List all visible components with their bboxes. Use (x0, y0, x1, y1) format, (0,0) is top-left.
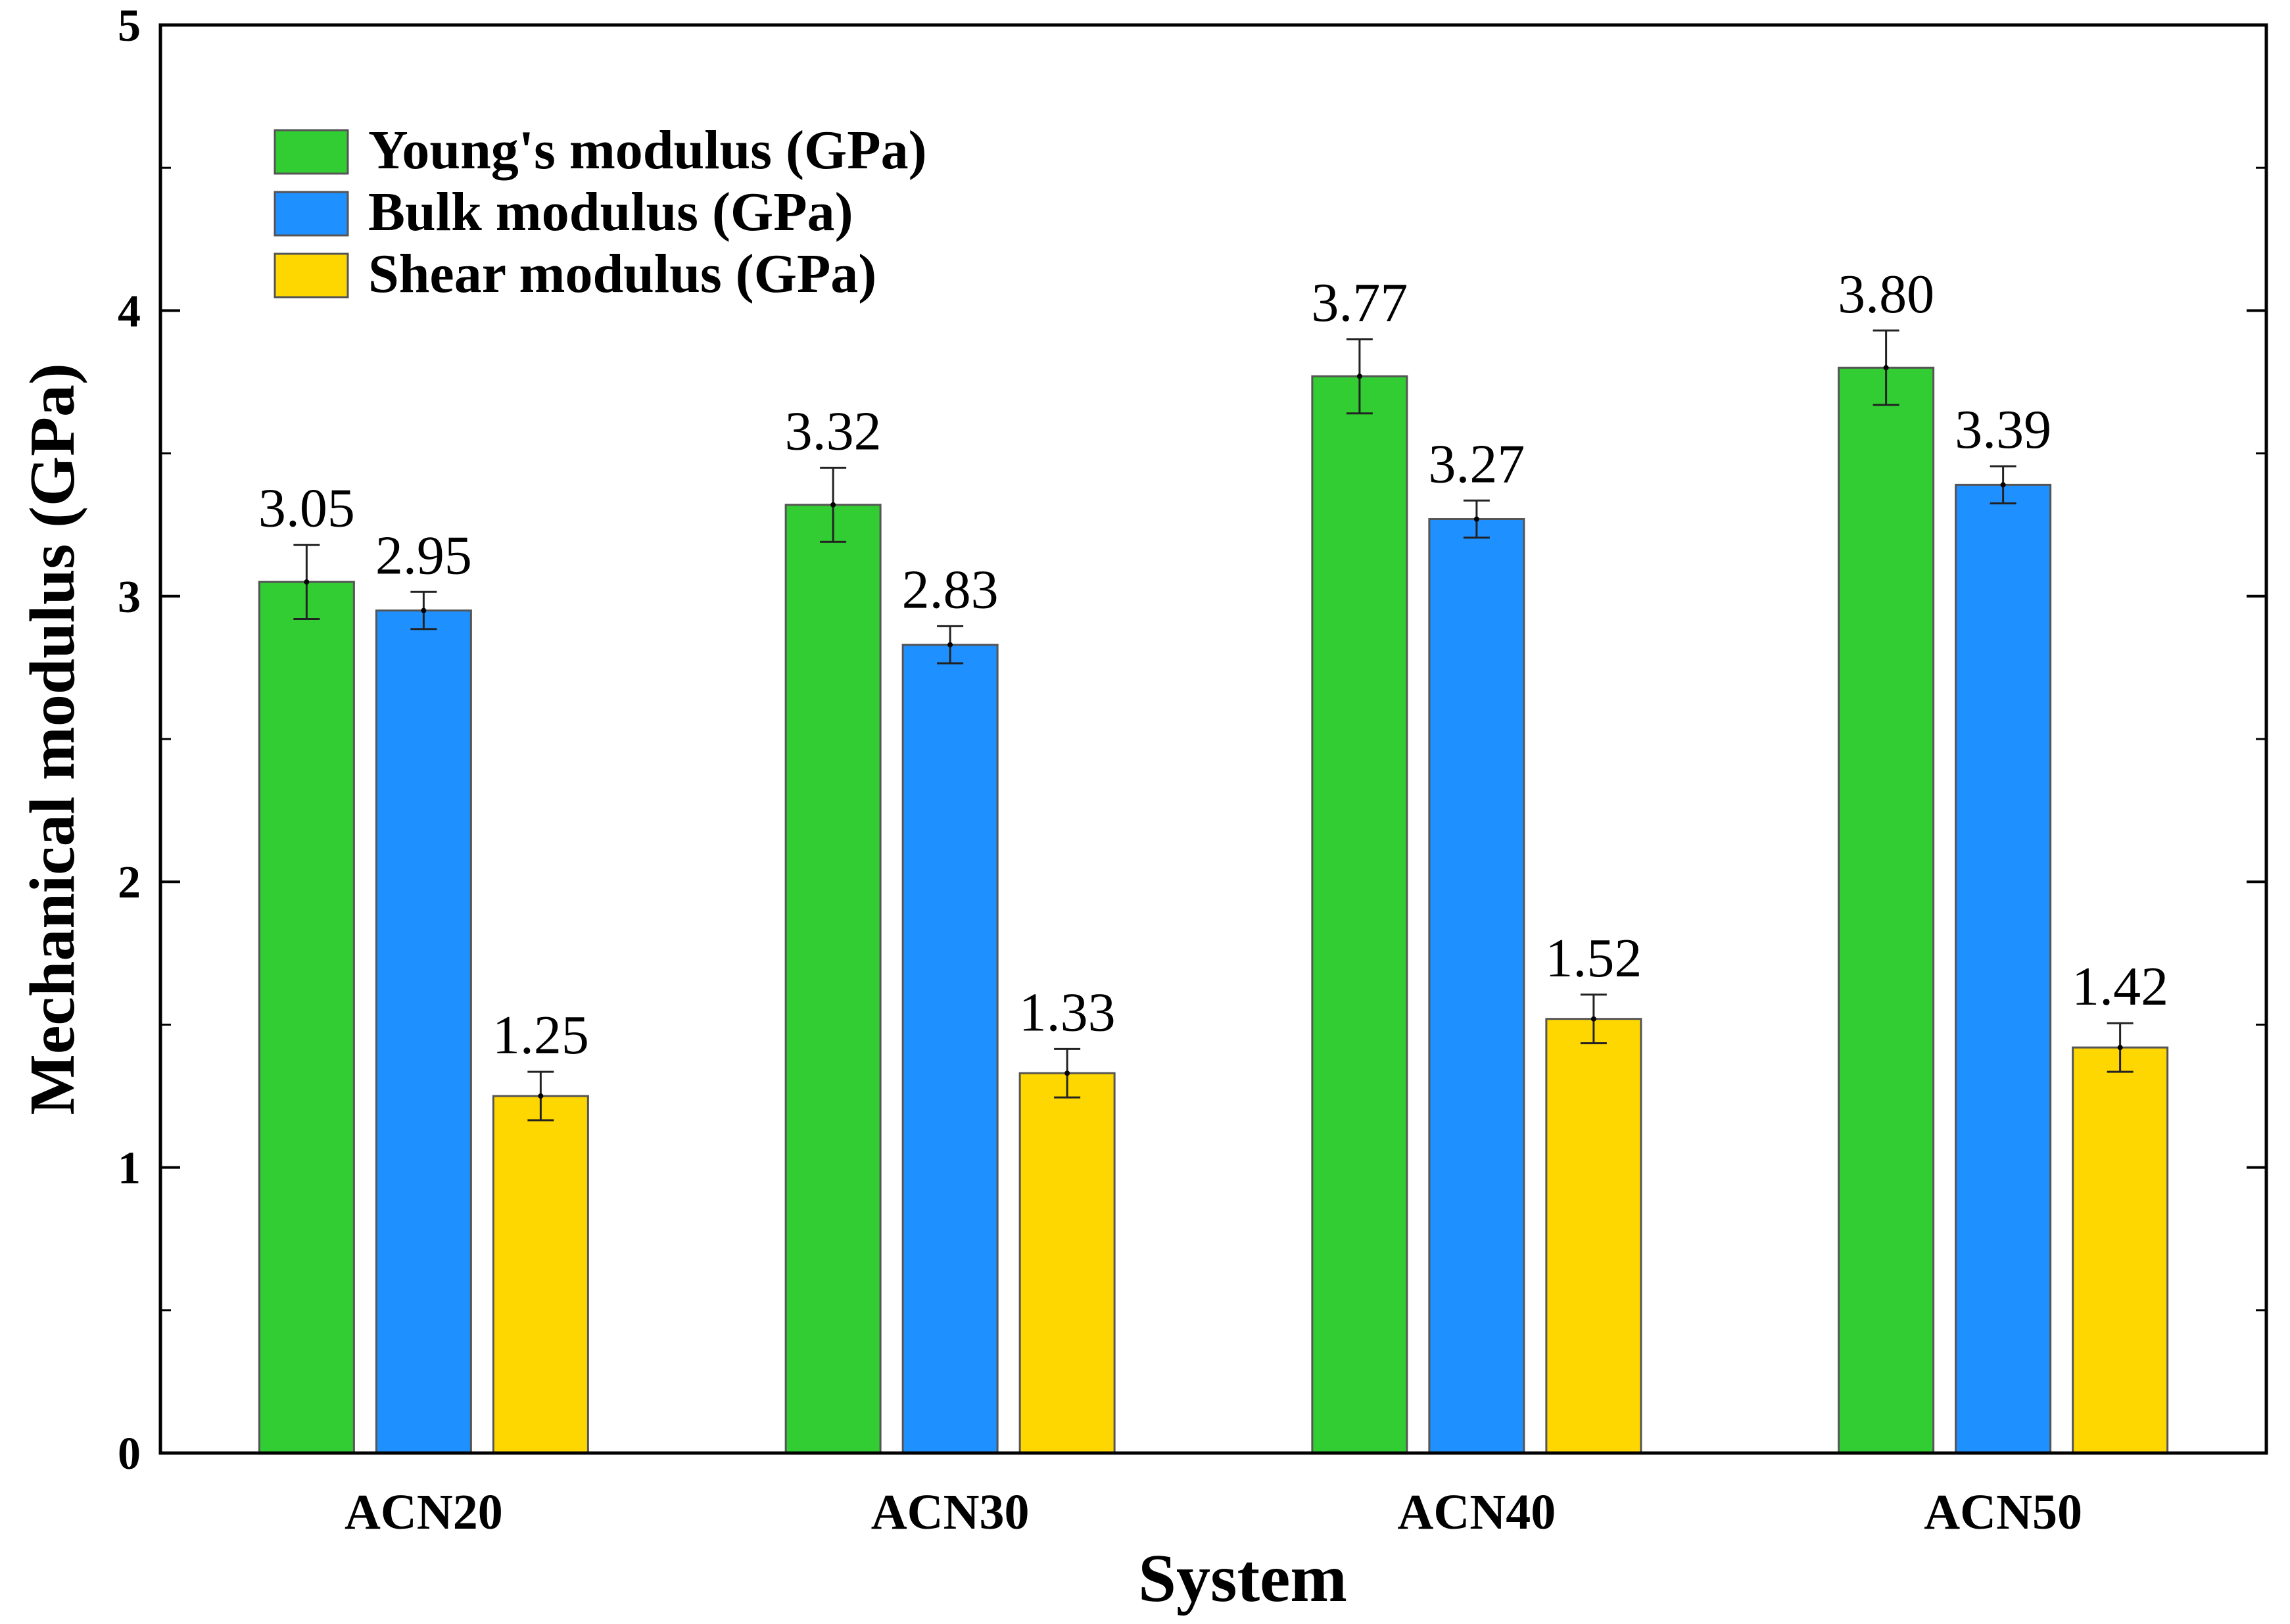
data-label: 1.42 (2072, 956, 2168, 1017)
data-point (947, 642, 953, 648)
bar (1428, 518, 1525, 1454)
bar (1311, 375, 1408, 1454)
data-label: 2.83 (902, 559, 999, 620)
legend-label: Shear modulus (GPa) (368, 243, 876, 304)
legend: Young's modulus (GPa)Bulk modulus (GPa)S… (274, 120, 927, 304)
bar (901, 644, 999, 1454)
legend-label: Bulk modulus (GPa) (368, 181, 853, 243)
axes-layer: 0 1 2 3 4 5 ACN20 ACN30 ACN40 ACN50 (118, 1, 2266, 1540)
y-tick-label: 1 (118, 1143, 141, 1194)
legend-label: Young's modulus (GPa) (368, 120, 927, 181)
data-label: 3.80 (1838, 264, 1934, 325)
bar (375, 609, 472, 1454)
data-label: 3.32 (785, 400, 882, 462)
data-label: 1.33 (1019, 982, 1116, 1043)
data-label: 1.25 (492, 1005, 589, 1066)
data-point (2117, 1045, 2123, 1051)
legend-swatch (274, 191, 349, 237)
bar (492, 1095, 589, 1454)
data-point (1356, 373, 1362, 379)
y-tick-label: 0 (118, 1429, 141, 1479)
bar (1018, 1072, 1116, 1454)
data-label: 3.27 (1428, 433, 1525, 494)
legend-swatch (274, 129, 349, 175)
data-point (1883, 365, 1889, 371)
bar (1955, 483, 2052, 1454)
y-tick-label: 3 (118, 572, 141, 623)
x-tick-label: ACN30 (871, 1485, 1030, 1540)
x-axis-title: System (1138, 1540, 1347, 1616)
y-tick-label: 4 (118, 286, 141, 337)
data-point (421, 608, 427, 613)
legend-swatch (274, 252, 349, 299)
y-axis-title: Mechanical modulus (GPa) (17, 363, 88, 1114)
data-point (538, 1093, 544, 1099)
data-point (830, 502, 836, 508)
x-tick-label: ACN40 (1398, 1485, 1556, 1540)
data-label: 3.05 (258, 478, 355, 539)
data-label: 2.95 (375, 525, 472, 586)
bars-layer: 3.05 3.32 3.77 3.80 2.95 2.83 3.27 3.39 1.25 1.33… (258, 264, 2169, 1454)
data-label: 3.39 (1955, 399, 2051, 460)
data-label: 3.77 (1311, 272, 1408, 333)
bar (1545, 1018, 1642, 1454)
x-tick-label: ACN50 (1924, 1485, 2082, 1540)
y-tick-label: 2 (118, 857, 141, 908)
bar (1838, 366, 1935, 1454)
data-point (1590, 1016, 1596, 1022)
data-point (304, 579, 310, 585)
data-point (2000, 482, 2006, 488)
data-point (1473, 516, 1479, 522)
x-tick-label: ACN20 (345, 1485, 503, 1540)
data-label: 1.52 (1545, 928, 1642, 989)
y-tick-label: 5 (118, 1, 141, 51)
bar (258, 581, 355, 1454)
bar (2072, 1046, 2169, 1454)
bar (784, 504, 882, 1454)
data-point (1064, 1070, 1070, 1076)
